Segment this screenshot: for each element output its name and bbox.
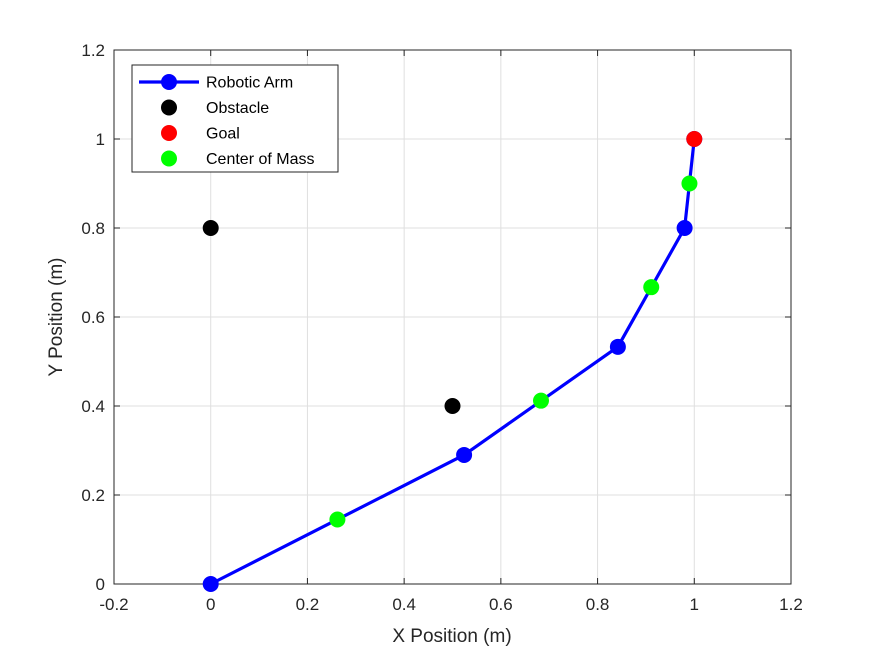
legend: Robotic Arm Obstacle Goal Center of Mass (131, 64, 339, 173)
y-axis-label: Y Position (m) (46, 258, 67, 377)
x-tick-label: 0.8 (586, 595, 610, 614)
legend-marker-swatch (161, 150, 177, 167)
legend-item-center-of-mass: Center of Mass (161, 150, 314, 168)
y-tick-labels: 0 0.2 0.4 0.6 0.8 1 1.2 (81, 41, 105, 594)
series-obstacle (202, 220, 461, 414)
point-center-of-mass (532, 392, 549, 409)
series-layer (202, 131, 703, 592)
legend-marker-swatch (161, 99, 177, 116)
y-tick-label: 0 (96, 575, 105, 594)
x-tick-labels: -0.2 0 0.2 0.4 0.6 0.8 1 1.2 (99, 595, 802, 614)
point-robotic-arm (676, 220, 693, 236)
legend-label: Goal (206, 126, 240, 143)
legend-label: Center of Mass (206, 151, 314, 168)
legend-marker-swatch (161, 125, 177, 141)
x-tick-label: 0.6 (489, 595, 513, 614)
legend-marker-swatch (161, 74, 177, 90)
y-tick-label: 1 (96, 130, 105, 149)
legend-label: Obstacle (206, 100, 269, 117)
y-tick-label: 1.2 (81, 41, 105, 60)
x-tick-label: -0.2 (99, 595, 128, 614)
x-tick-label: 1 (690, 595, 699, 614)
series-goal (686, 131, 703, 147)
point-obstacle (202, 220, 219, 236)
x-tick-label: 0 (206, 595, 215, 614)
point-robotic-arm (456, 446, 473, 463)
x-axis-label: X Position (m) (392, 626, 511, 647)
point-center-of-mass (643, 279, 660, 296)
x-tick-label: 1.2 (779, 595, 803, 614)
y-tick-label: 0.4 (81, 397, 105, 416)
legend-label: Robotic Arm (206, 75, 293, 92)
point-center-of-mass (681, 175, 698, 192)
point-obstacle (444, 398, 461, 414)
legend-item-obstacle: Obstacle (161, 99, 269, 117)
point-goal (686, 131, 703, 147)
point-robotic-arm (609, 338, 626, 355)
y-tick-label: 0.8 (81, 219, 105, 238)
y-tick-label: 0.6 (81, 308, 105, 327)
legend-item-robotic-arm: Robotic Arm (139, 74, 293, 92)
point-center-of-mass (329, 511, 346, 528)
series-center-of-mass (329, 175, 698, 528)
legend-items: Robotic Arm Obstacle Goal Center of Mass (139, 74, 314, 168)
x-tick-label: 0.2 (296, 595, 320, 614)
x-tick-label: 0.4 (392, 595, 416, 614)
y-tick-label: 0.2 (81, 486, 105, 505)
point-robotic-arm (202, 576, 219, 592)
legend-item-goal: Goal (161, 125, 240, 143)
